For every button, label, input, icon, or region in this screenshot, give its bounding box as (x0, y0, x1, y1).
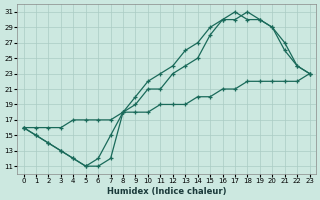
X-axis label: Humidex (Indice chaleur): Humidex (Indice chaleur) (107, 187, 226, 196)
